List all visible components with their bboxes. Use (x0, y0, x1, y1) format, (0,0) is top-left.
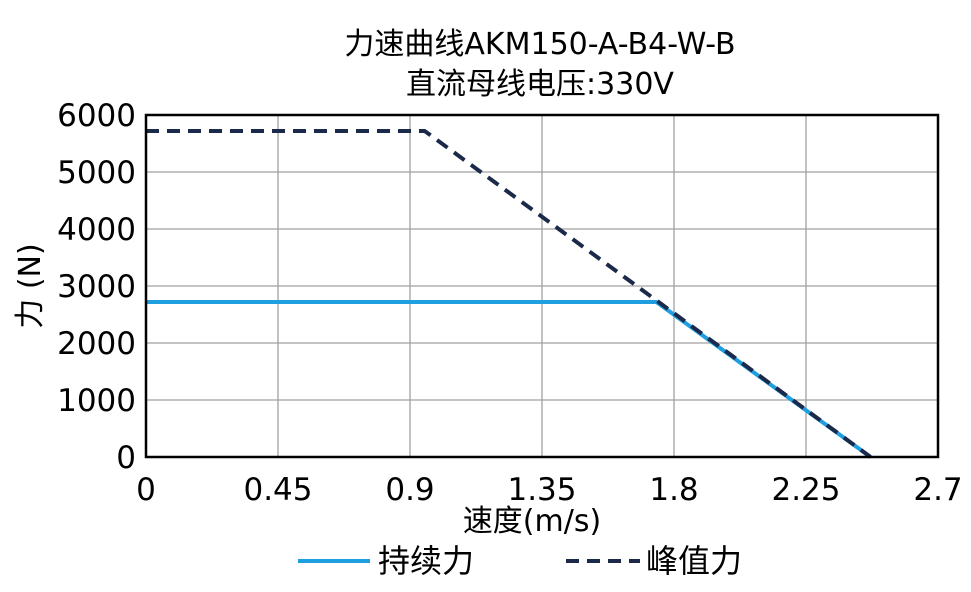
x-tick-label: 0.45 (243, 472, 312, 508)
chart-subtitle: 直流母线电压:330V (406, 67, 674, 102)
plot-frame (144, 113, 940, 459)
series-line-peak-force (146, 128, 872, 459)
y-tick-labels: 0 1000 2000 3000 4000 5000 6000 (57, 98, 136, 476)
y-tick-label: 4000 (57, 212, 136, 248)
x-tick-label: 2.7 (913, 472, 962, 508)
x-tick-label: 0.9 (385, 472, 434, 508)
y-axis-label: 力 (N) (13, 243, 48, 328)
x-tick-label: 1.8 (649, 472, 698, 508)
y-tick-label: 5000 (57, 155, 136, 191)
y-tick-label: 0 (116, 440, 136, 476)
x-tick-labels: 0 0.45 0.9 1.35 1.8 2.25 2.7 (136, 472, 963, 508)
y-tick-label: 3000 (57, 269, 136, 305)
chart-title: 力速曲线AKM150-A-B4-W-B (344, 27, 735, 62)
x-tick-label: 2.25 (771, 472, 840, 508)
x-tick-label: 0 (136, 472, 156, 508)
legend-label-continuous: 持续力 (378, 542, 474, 580)
y-tick-label: 6000 (57, 98, 136, 134)
y-tick-label: 1000 (57, 383, 136, 419)
series-layer (146, 128, 872, 459)
legend-label-peak: 峰值力 (646, 542, 742, 580)
y-tick-label: 2000 (57, 326, 136, 362)
legend: 持续力 峰值力 (298, 542, 742, 580)
grid (145, 114, 939, 458)
x-axis-label: 速度(m/s) (463, 504, 601, 539)
x-tick-label: 1.35 (507, 472, 576, 508)
